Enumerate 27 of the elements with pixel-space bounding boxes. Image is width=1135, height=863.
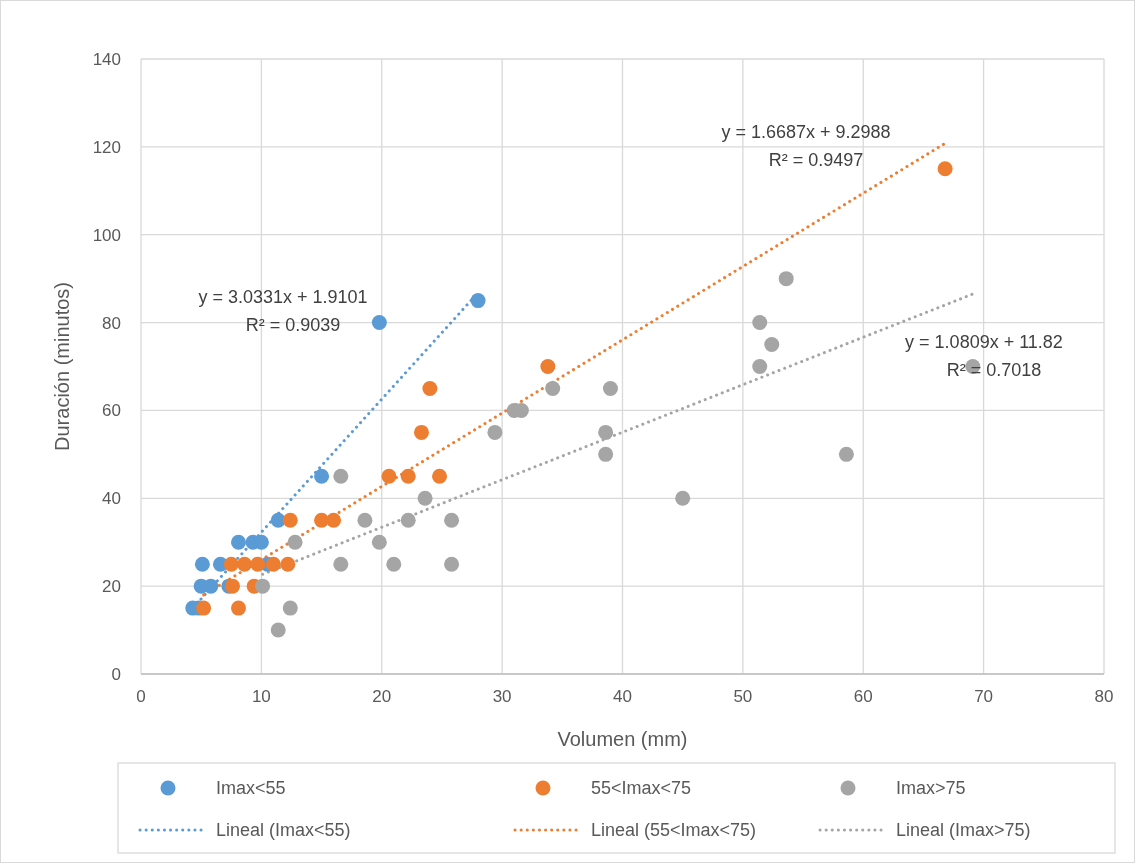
x-tick-label: 50 [733, 687, 753, 706]
x-tick-label: 60 [853, 687, 873, 706]
x-axis-title: Volumen (mm) [557, 728, 688, 750]
y-tick-label: 20 [102, 577, 121, 597]
y-tick-label: 40 [102, 489, 121, 509]
annotation: y = 1.6687x + 9.2988 R² = 0.9497 [721, 122, 891, 170]
legend-label: Lineal (Imax<55) [216, 820, 351, 840]
x-tick-label: 0 [136, 687, 146, 706]
y-tick-label: 100 [92, 225, 121, 245]
y-tick-label: 80 [102, 313, 121, 333]
y-tick-label: 140 [92, 50, 121, 69]
y-tick-label: 120 [92, 137, 121, 157]
x-tick-label: 70 [974, 687, 994, 706]
legend-label: Lineal (55<Imax<75) [591, 820, 757, 840]
x-tick-label: 80 [1094, 687, 1114, 706]
annotation: y = 3.0331x + 1.9101 R² = 0.9039 [198, 287, 368, 335]
y-axis-title: Duración (minutos) [51, 282, 73, 451]
x-tick-label: 20 [372, 687, 392, 706]
legend-label: Lineal (Imax>75) [896, 820, 1031, 840]
legend-label: Imax>75 [896, 778, 966, 798]
legend-label: Imax<55 [216, 778, 286, 798]
legend-label: 55<Imax<75 [591, 778, 692, 798]
x-tick-label: 10 [251, 687, 271, 706]
y-tick-label: 60 [102, 401, 121, 421]
x-tick-label: 40 [613, 687, 632, 706]
x-tick-label: 30 [492, 687, 512, 706]
y-tick-label: 0 [111, 665, 121, 684]
